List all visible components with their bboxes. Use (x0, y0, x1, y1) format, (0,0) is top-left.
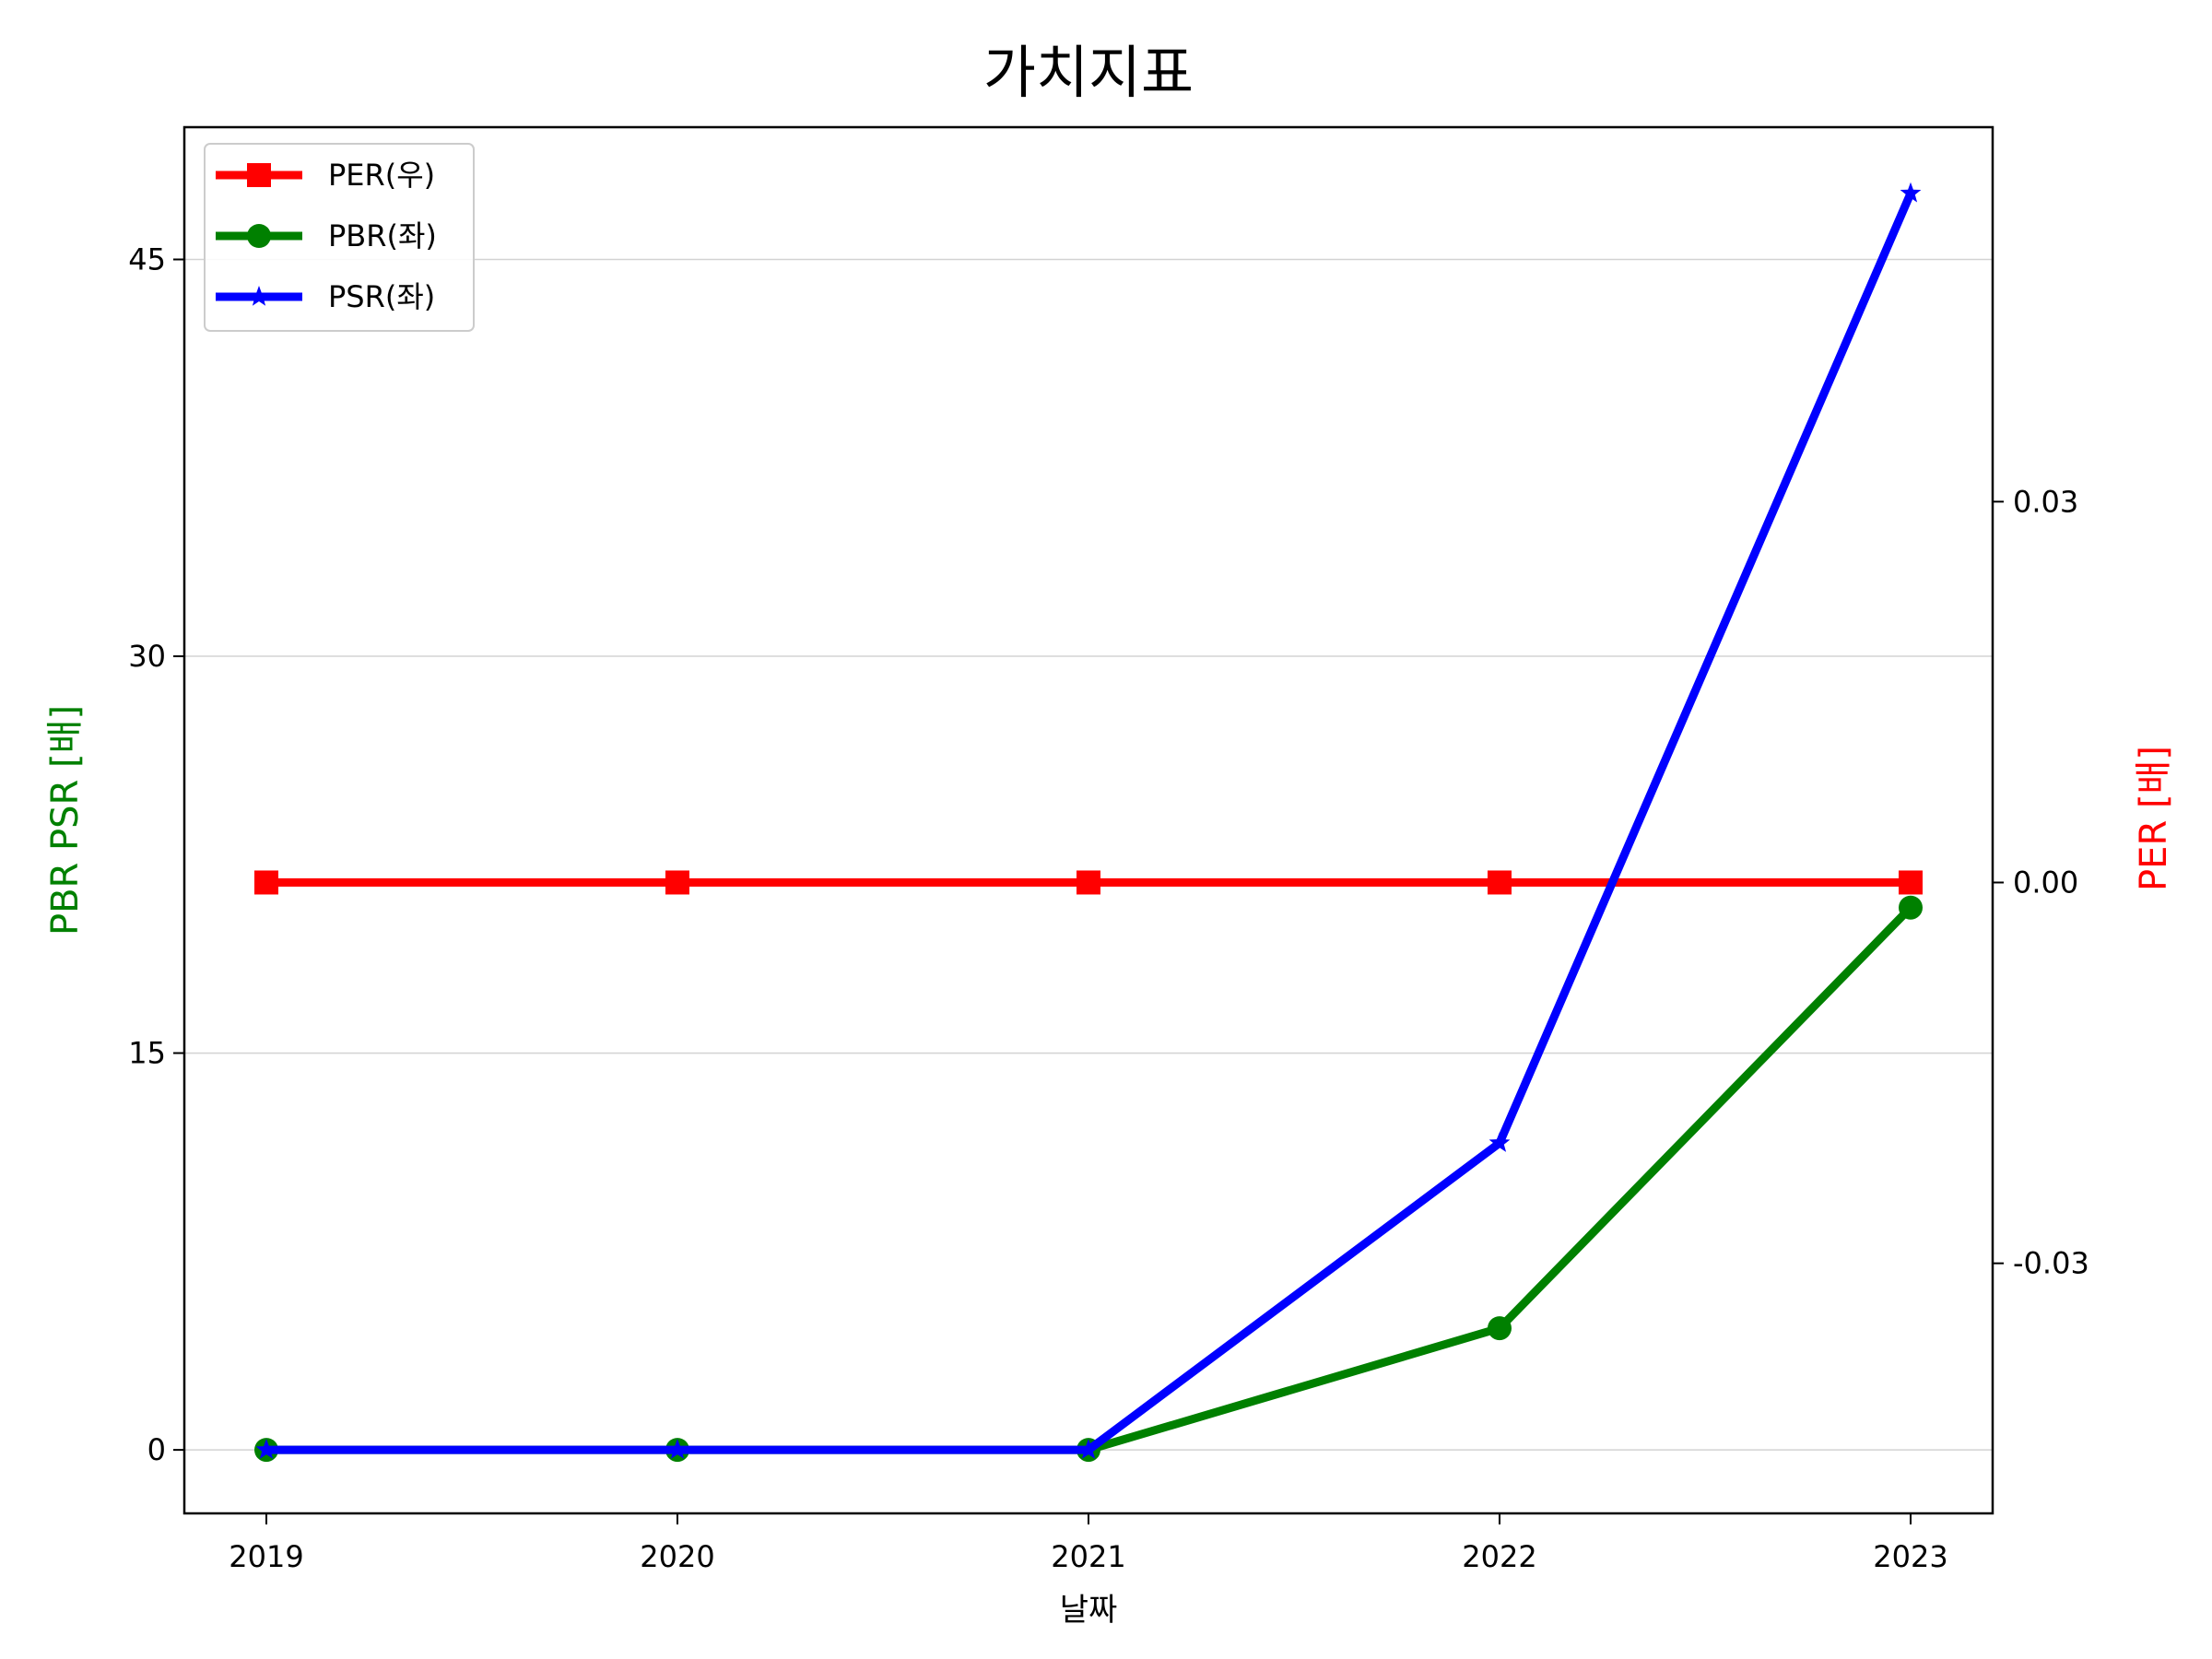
legend-label: PSR(좌) (328, 279, 435, 314)
series-star (255, 182, 1922, 1459)
data-point-marker (1488, 1316, 1512, 1341)
series-layer (254, 182, 1923, 1463)
data-point-marker (665, 870, 689, 895)
series-square (254, 870, 1923, 895)
y-left-tick-label: 15 (128, 1036, 166, 1071)
data-point-marker (1077, 1439, 1100, 1459)
series-line (266, 904, 1914, 1454)
y-axis-label-right: PER [배] (2133, 746, 2175, 891)
y-right-tick-label: 0.03 (2013, 484, 2078, 519)
legend-box (204, 143, 475, 332)
data-point-marker (1488, 1132, 1511, 1152)
legend-entry: PSR(좌) (216, 279, 435, 314)
legend-label: PBR(좌) (328, 218, 437, 253)
x-tick-label: 2019 (229, 1539, 303, 1574)
legend-label: PER(우) (328, 158, 435, 193)
legend-marker (247, 224, 271, 248)
data-point-marker (255, 1439, 277, 1459)
legend-entry: PBR(좌) (216, 218, 437, 253)
legend: PER(우) PBR(좌) PSR(좌) (204, 143, 475, 332)
data-point-marker (1899, 895, 1923, 920)
y-right-tick-label: -0.03 (2013, 1246, 2089, 1281)
plot-area-frame (182, 125, 1994, 1515)
data-point-marker (1899, 870, 1923, 895)
x-tick-label: 2023 (1873, 1539, 1947, 1574)
data-point-marker (254, 870, 278, 895)
y-left-tick-label: 45 (128, 242, 166, 277)
legend-marker (247, 163, 271, 187)
grid-lines (184, 258, 1993, 1451)
data-point-marker (1077, 870, 1100, 895)
x-tick-label: 2021 (1051, 1539, 1125, 1574)
legend-entry: PER(우) (216, 158, 435, 193)
x-axis-label: 날짜 (1060, 1592, 1118, 1629)
data-point-marker (1900, 182, 1922, 203)
y-right-tick-label: 0.00 (2013, 865, 2078, 900)
y-left-tick-label: 0 (147, 1432, 166, 1467)
y-left-tick-label: 30 (128, 639, 166, 674)
data-point-marker (666, 1439, 688, 1459)
legend-marker (248, 286, 270, 306)
data-point-marker (1488, 870, 1512, 895)
series-circle (254, 895, 1923, 1463)
x-tick-label: 2020 (640, 1539, 714, 1574)
series-line (266, 192, 1915, 1454)
chart-title: 가치지표 (983, 39, 1194, 106)
y-axis-label-left: PBR PSR [배] (44, 705, 87, 935)
axes-layer: 0 15 30 45 -0.03 0.00 0.03 2019 2020 2021 2022 2023 (128, 242, 2089, 1574)
x-tick-label: 2022 (1462, 1539, 1536, 1574)
